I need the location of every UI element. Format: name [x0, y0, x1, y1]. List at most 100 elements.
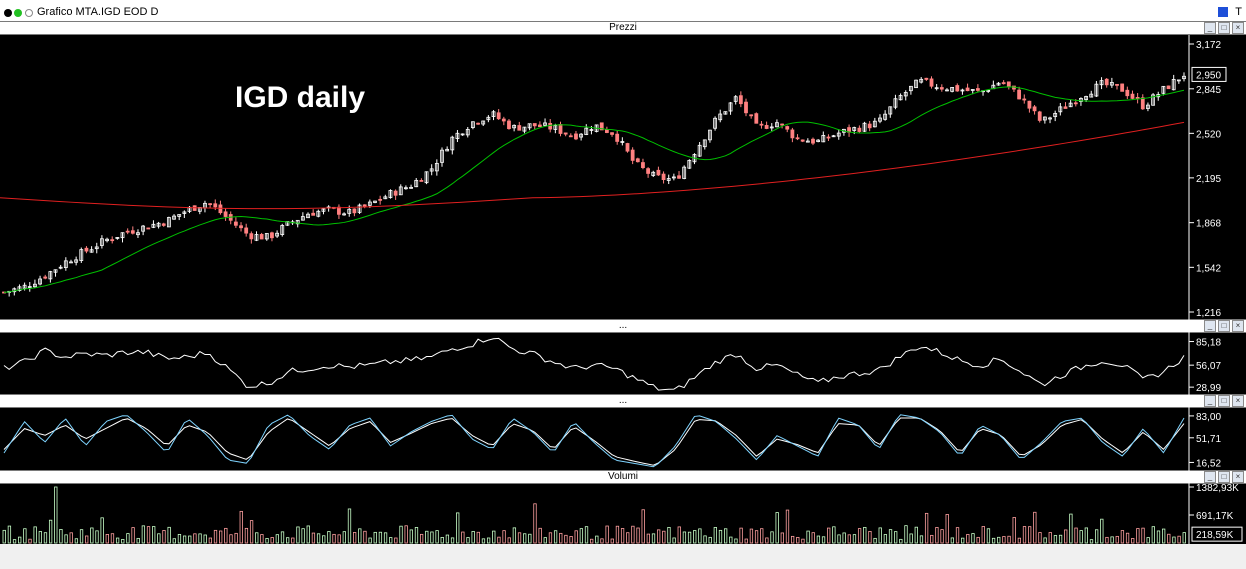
volume-bar: [517, 532, 522, 544]
volume-bar: [363, 530, 367, 544]
close-icon[interactable]: ×: [1232, 320, 1244, 332]
candle-body: [249, 233, 254, 240]
price-axis-label: 2,195: [1196, 174, 1221, 185]
volume-bar: [749, 528, 754, 544]
candle-body: [264, 233, 269, 240]
maximize-icon[interactable]: [1218, 7, 1228, 17]
volume-bar: [1002, 536, 1006, 544]
volume-bar: [399, 525, 403, 544]
volume-bar: [703, 535, 707, 544]
candle-body: [228, 214, 233, 221]
candle-body: [831, 135, 836, 138]
candle-body: [275, 232, 280, 237]
candle-body: [527, 123, 532, 129]
close-icon[interactable]: ×: [1232, 22, 1244, 34]
volume-bar: [146, 526, 151, 544]
restore-icon[interactable]: □: [1218, 471, 1230, 483]
volume-bar: [394, 537, 398, 544]
candle-body: [496, 112, 501, 120]
volume-bar: [203, 534, 207, 544]
candle-body: [857, 127, 862, 132]
indicator1-pane-title: ...: [618, 320, 628, 331]
volume-bar: [894, 531, 898, 544]
candle-body: [481, 120, 486, 125]
restore-icon[interactable]: □: [1218, 22, 1230, 34]
candle-body: [821, 135, 826, 143]
volume-bar: [1177, 535, 1181, 544]
candle-body: [1063, 106, 1068, 109]
volume-bar: [729, 536, 733, 544]
close-icon[interactable]: ×: [1232, 471, 1244, 483]
volume-bar: [100, 517, 104, 544]
volume-bar: [286, 537, 290, 544]
volume-bar: [966, 534, 970, 544]
volume-bar: [847, 534, 851, 544]
volume-bar: [682, 531, 687, 544]
restore-icon[interactable]: □: [1218, 320, 1230, 332]
volume-bar: [481, 538, 486, 544]
minimize-icon[interactable]: _: [1204, 395, 1216, 407]
volume-bar: [1012, 517, 1016, 544]
volume-bar: [1146, 537, 1150, 544]
candle-body: [486, 116, 491, 121]
volume-bar: [626, 532, 630, 544]
close-icon[interactable]: ×: [1232, 395, 1244, 407]
price-axis-label: 1,542: [1196, 263, 1221, 274]
candle-body: [594, 124, 599, 132]
volume-bar: [198, 533, 202, 544]
volume-bar: [296, 526, 300, 544]
candle-body: [867, 123, 872, 129]
candle-body: [537, 124, 542, 128]
candle-body: [2, 291, 6, 294]
minimize-icon[interactable]: _: [1204, 22, 1216, 34]
candle-body: [599, 122, 604, 131]
volume-bar: [574, 530, 578, 544]
candle-body: [713, 117, 717, 129]
volume-bar: [631, 525, 635, 544]
last-volume-box: [1191, 526, 1243, 542]
bottom-bar: [0, 544, 1246, 569]
volume-bar: [991, 537, 996, 544]
last-volume-label: 218,59K: [1196, 530, 1234, 541]
volume-bar: [1069, 513, 1073, 544]
oscillator-axis-label: 28,99: [1196, 383, 1221, 394]
volume-bar: [863, 526, 867, 544]
volume-bar: [255, 532, 259, 544]
volume-bar: [878, 527, 882, 544]
volume-bar: [1151, 526, 1155, 544]
volume-bar: [971, 533, 975, 544]
volume-bar: [28, 538, 32, 544]
indicator2-pane-header: ... _ □ ×: [0, 394, 1246, 408]
candle-body: [94, 246, 99, 250]
volume-bar: [961, 537, 965, 544]
stochastic-axis-label: 16,52: [1196, 458, 1221, 469]
candle-body: [878, 117, 882, 122]
candle-body: [17, 286, 22, 291]
candle-body: [620, 141, 625, 143]
minimize-icon[interactable]: _: [1204, 471, 1216, 483]
volume-bar: [610, 538, 614, 544]
candle-body: [404, 187, 408, 190]
candle-body: [512, 124, 517, 129]
volume-bar: [770, 531, 774, 544]
candle-body: [151, 223, 156, 228]
stochastic-k-line: [3, 414, 1185, 468]
candle-body: [795, 137, 800, 140]
text-tool-icon[interactable]: T: [1235, 6, 1242, 18]
minimize-icon[interactable]: _: [1204, 320, 1216, 332]
volume-bar: [131, 527, 135, 544]
candle-body: [1079, 98, 1083, 102]
candle-body: [950, 87, 955, 92]
candle-body: [656, 169, 661, 176]
restore-icon[interactable]: □: [1218, 395, 1230, 407]
candle-body: [1037, 111, 1042, 121]
volume-bar: [1110, 536, 1114, 544]
volume-bar: [693, 530, 697, 544]
candle-body: [1094, 83, 1099, 97]
candle-body: [1130, 93, 1135, 99]
volume-bar: [785, 509, 790, 544]
volume-bar: [1064, 529, 1068, 544]
volume-bar: [23, 528, 27, 544]
volume-bar: [600, 538, 604, 544]
volume-bar: [373, 531, 377, 544]
